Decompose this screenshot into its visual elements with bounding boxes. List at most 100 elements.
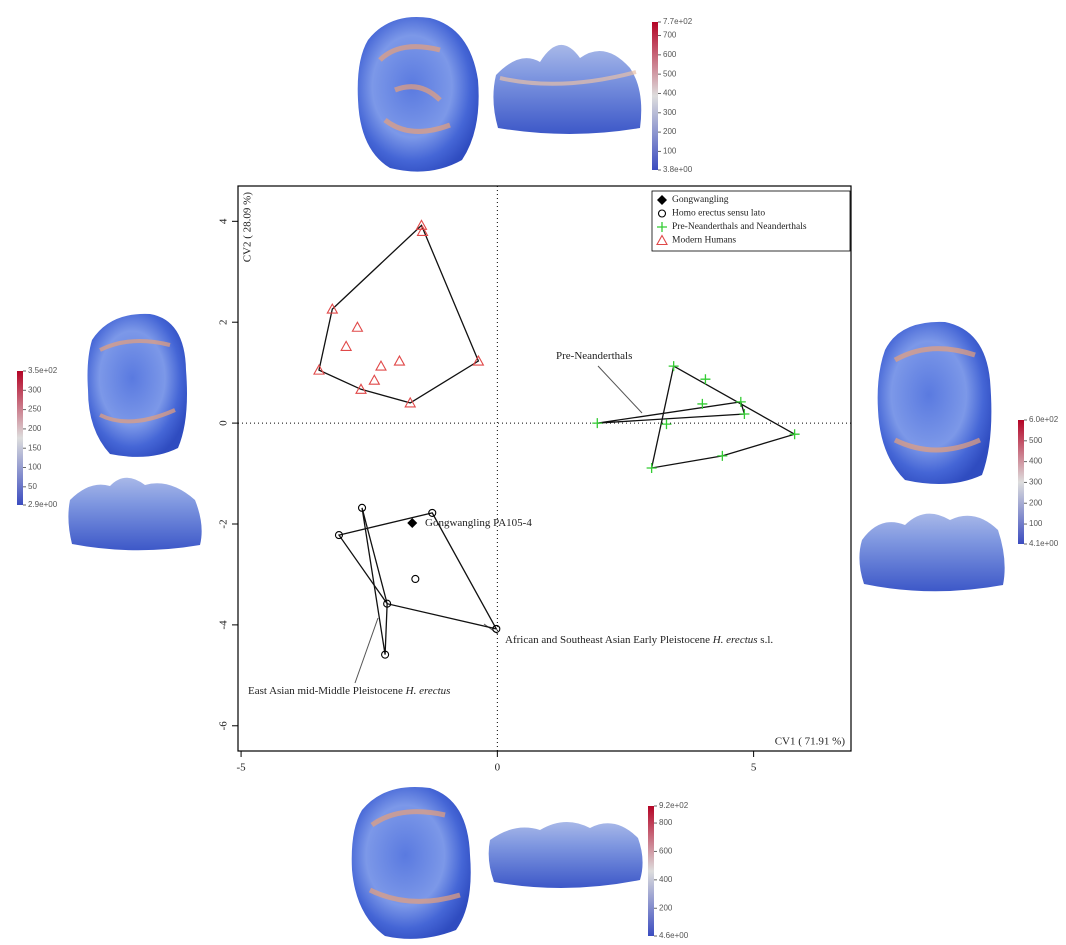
point-diamond: [657, 195, 667, 205]
tooth-occlusal: [87, 313, 187, 457]
colorbar-tick-label: 200: [28, 424, 42, 433]
leader-line: [354, 617, 379, 684]
point-plus: [700, 374, 711, 385]
colorbar-tick-label: 3.5e+02: [28, 366, 58, 375]
point-diamond: [407, 517, 418, 528]
point-plus: [668, 361, 679, 372]
tooth-side: [493, 44, 642, 134]
colorbar: 7.7e+02 700 600 500 400 300 200 100 3.8e+00: [652, 17, 693, 174]
point-circle: [428, 508, 437, 517]
point-plus: [661, 419, 672, 430]
annotation: African and Southeast Asian Early Pleist…: [505, 634, 773, 646]
colorbar-tick-label: 400: [659, 875, 673, 884]
colorbar-tick-label: 200: [663, 127, 677, 136]
annotation: East Asian mid-Middle Pleistocene H. ere…: [248, 685, 450, 697]
tooth-occlusal: [357, 16, 479, 172]
tooth-occlusal: [351, 786, 471, 939]
colorbar-tick-label: 100: [1029, 519, 1043, 528]
colorbar-tick-label: 800: [659, 818, 673, 827]
colorbar: 6.0e+02 500 400 300 200 100 4.1e+00: [1018, 415, 1059, 548]
colorbar-tick-label: 600: [659, 847, 673, 856]
point-circle: [383, 599, 392, 608]
point-plus: [697, 398, 708, 409]
colorbar: 3.5e+02 300 250 200 150 100 50 2.9e+00: [17, 366, 58, 509]
legend-label: Homo erectus sensu lato: [672, 209, 765, 219]
colorbar-tick-label: 700: [663, 31, 677, 40]
colorbar-tick-label: 300: [663, 108, 677, 117]
annotation-part: s.l.: [758, 634, 774, 646]
legend-label: Pre-Neanderthals and Neanderthals: [672, 222, 807, 232]
annotation-part: H. erectus: [712, 634, 758, 646]
point-circle: [381, 650, 390, 659]
y-tick-label: -6: [218, 721, 230, 731]
colorbar-scale: [652, 22, 658, 170]
tooth-side: [488, 821, 643, 889]
point-plus: [717, 450, 728, 461]
point-circle: [334, 531, 344, 540]
colorbar-tick-label: 100: [28, 463, 42, 472]
point-triangle: [351, 321, 364, 332]
colorbar-scale: [648, 806, 654, 936]
annotation-part: East Asian mid-Middle Pleistocene: [248, 685, 406, 697]
y-tick-label: 2: [218, 319, 230, 325]
plot-frame: [237, 185, 852, 752]
colorbar-tick-label: 500: [1029, 436, 1043, 445]
point-triangle: [340, 340, 353, 351]
point-circle: [411, 574, 420, 584]
point-circle: [657, 209, 667, 218]
x-tick-label: 5: [751, 762, 757, 774]
point-triangle: [656, 234, 668, 246]
point-triangle: [472, 354, 485, 366]
colorbar-tick-label: 4.6e+00: [659, 931, 689, 940]
colorbar-tick-label: 300: [28, 385, 42, 394]
y-axis-label: CV2 ( 28.09 %): [242, 192, 254, 263]
colorbar-scale: [17, 371, 23, 505]
point-plus: [592, 418, 603, 429]
convex-hull: [650, 365, 797, 469]
colorbar-tick-label: 100: [663, 147, 677, 156]
point-triangle: [355, 383, 367, 394]
leader-line: [597, 365, 643, 414]
colorbar-tick-label: 2.9e+00: [28, 500, 58, 509]
annotation-part: Gongwangling PA105-4: [425, 517, 532, 529]
colorbar-tick-label: 3.8e+00: [663, 165, 693, 174]
point-plus: [735, 396, 746, 407]
point-triangle: [416, 225, 429, 236]
colorbar-tick-label: 9.2e+02: [659, 801, 689, 810]
colorbar-tick-label: 400: [663, 89, 677, 98]
point-plus: [739, 409, 750, 420]
colorbar-tick-label: 250: [28, 405, 42, 414]
annotation-part: African and Southeast Asian Early Pleist…: [505, 634, 713, 646]
annotation-part: H. erectus: [405, 685, 451, 697]
colorbar-tick-label: 6.0e+02: [1029, 415, 1059, 424]
legend: Gongwangling Homo erectus sensu lato Pre-N…: [651, 190, 851, 252]
convex-hull: [318, 224, 480, 404]
legend-label: Gongwangling: [672, 195, 729, 205]
y-tick-label: -2: [218, 519, 230, 528]
colorbar-tick-label: 150: [28, 443, 42, 452]
point-plus: [789, 429, 800, 440]
colorbar: 9.2e+02 800 600 400 200 4.6e+00: [648, 801, 689, 940]
point-triangle: [375, 359, 387, 371]
colorbar-tick-label: 200: [1029, 498, 1043, 507]
colorbar-tick-label: 50: [28, 482, 37, 491]
annotation-part: Pre-Neanderthals: [556, 350, 632, 362]
colorbar-tick-label: 600: [663, 50, 677, 59]
x-tick-label: 0: [495, 762, 501, 774]
x-tick-label: -5: [236, 762, 246, 774]
legend-box: [651, 190, 851, 252]
y-tick-label: 0: [218, 420, 230, 426]
point-plus: [646, 462, 657, 473]
colorbar-scale: [1018, 420, 1024, 544]
convex-hull: [361, 507, 388, 655]
convex-hull: [597, 401, 746, 424]
tooth-images: [68, 16, 1005, 939]
annotation: Gongwangling PA105-4: [425, 517, 532, 529]
tooth-occlusal: [877, 321, 992, 484]
point-circle: [357, 503, 367, 512]
point-triangle: [326, 302, 339, 314]
tooth-side: [859, 513, 1005, 592]
convex-hull: [337, 512, 498, 630]
colorbar-tick-label: 7.7e+02: [663, 17, 693, 26]
